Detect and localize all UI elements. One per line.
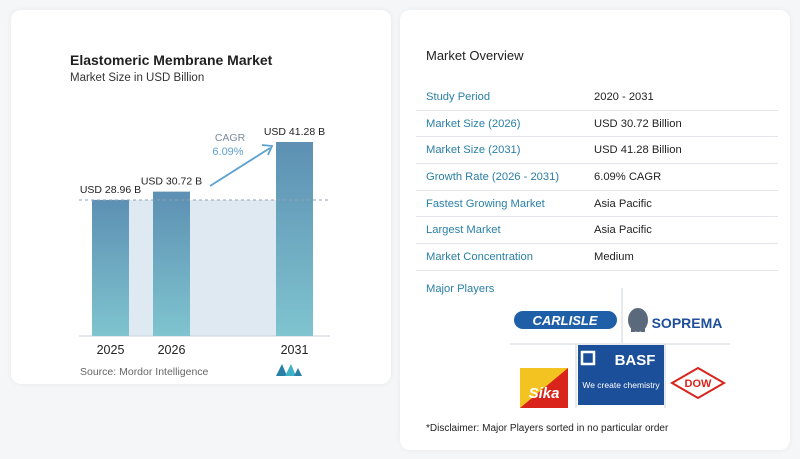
dow-logo: DOW — [669, 366, 727, 400]
overview-title: Market Overview — [426, 48, 524, 63]
cagr-arrowhead — [261, 144, 274, 156]
overview-row: Market Size (2026) USD 30.72 Billion — [416, 111, 778, 138]
soprema-logo: SOPREMA — [628, 308, 722, 332]
svg-text:CARLISLE: CARLISLE — [533, 313, 598, 328]
row-label: Market Concentration — [426, 250, 533, 263]
overview-row: Largest Market Asia Pacific — [416, 217, 778, 245]
overview-row: Fastest Growing Market Asia Pacific — [416, 191, 778, 218]
svg-text:SOPREMA: SOPREMA — [652, 315, 723, 331]
mordor-logo-icon — [276, 364, 302, 376]
major-players-label: Major Players — [426, 283, 495, 295]
row-label: Market Size (2031) — [426, 144, 521, 157]
overview-row: Study Period 2020 - 2031 — [416, 84, 778, 111]
svg-text:BASF: BASF — [615, 352, 656, 369]
data-label-2025: USD 28.96 B — [80, 184, 141, 196]
row-value: 6.09% CAGR — [594, 170, 662, 183]
major-players-logos: CARLISLE SOPREMA Sika BASF We create che… — [510, 288, 730, 408]
row-label: Growth Rate (2026 - 2031) — [426, 170, 560, 183]
row-label: Largest Market — [426, 224, 501, 237]
row-value: Asia Pacific — [594, 224, 652, 237]
overview-table: Study Period 2020 - 2031 Market Size (20… — [416, 84, 778, 271]
x-tick-2025: 2025 — [97, 343, 125, 357]
carlisle-logo: CARLISLE — [514, 311, 617, 329]
sika-logo: Sika — [520, 368, 568, 408]
x-tick-2026: 2026 — [158, 343, 186, 357]
row-value: USD 30.72 Billion — [594, 117, 682, 130]
overview-row: Market Size (2031) USD 41.28 Billion — [416, 137, 778, 165]
bar-2031 — [276, 142, 313, 336]
cagr-label: CAGR — [215, 132, 246, 144]
bar-2025 — [92, 199, 129, 336]
svg-text:We create chemistry: We create chemistry — [582, 380, 660, 390]
cagr-arrow — [209, 147, 271, 187]
svg-text:Sika: Sika — [529, 385, 560, 402]
data-label-2026: USD 30.72 B — [141, 176, 202, 188]
overview-row: Growth Rate (2026 - 2031) 6.09% CAGR — [416, 164, 778, 191]
row-value: Asia Pacific — [594, 197, 652, 210]
chart-title: Elastomeric Membrane Market — [70, 52, 273, 68]
row-label: Market Size (2026) — [426, 117, 521, 130]
bar-chart: USD 28.96 B 2025 USD 30.72 B 2026 USD 41.28 … — [79, 126, 330, 357]
chart-subtitle: Market Size in USD Billion — [70, 72, 205, 84]
svg-text:DOW: DOW — [685, 378, 713, 390]
disclaimer-text: *Disclaimer: Major Players sorted in no … — [426, 423, 669, 434]
source-text: Source: Mordor Intelligence — [80, 366, 209, 378]
row-value: USD 41.28 Billion — [594, 144, 682, 157]
cagr-value: 6.09% — [212, 146, 243, 158]
basf-logo: BASF We create chemistry — [578, 345, 664, 405]
data-label-2031: USD 41.28 B — [264, 126, 325, 138]
overview-row: Market Concentration Medium — [416, 244, 778, 271]
bar-2026 — [153, 191, 190, 336]
row-label: Study Period — [426, 90, 491, 103]
row-value: 2020 - 2031 — [594, 90, 654, 103]
row-label: Fastest Growing Market — [426, 197, 545, 210]
x-tick-2031: 2031 — [281, 343, 309, 357]
row-value: Medium — [594, 250, 634, 263]
